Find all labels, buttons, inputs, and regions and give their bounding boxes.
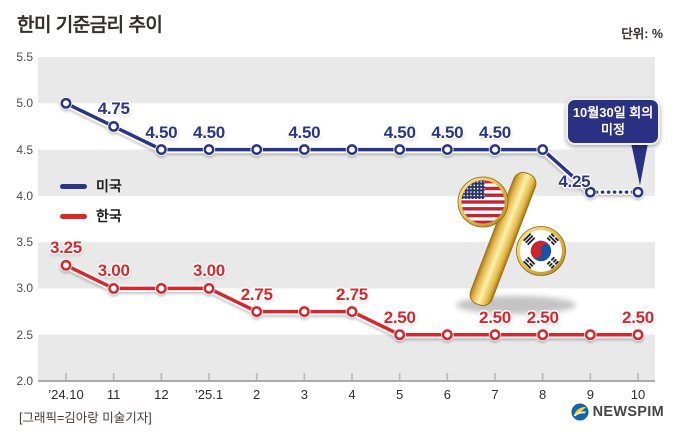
data-point bbox=[441, 329, 453, 341]
unit-label: 단위: % bbox=[621, 27, 663, 41]
trigrams bbox=[523, 233, 559, 269]
us-flag-icon bbox=[457, 176, 509, 228]
x-axis-tick bbox=[446, 373, 449, 380]
data-point bbox=[632, 186, 644, 198]
data-point bbox=[203, 282, 215, 294]
data-point bbox=[251, 144, 263, 156]
data-point bbox=[394, 329, 406, 341]
x-axis-tick bbox=[255, 373, 258, 380]
grid-band bbox=[38, 57, 655, 104]
x-axis-tick bbox=[160, 373, 163, 380]
us-series bbox=[59, 97, 645, 199]
x-axis-tick bbox=[494, 373, 496, 380]
data-point bbox=[60, 97, 72, 109]
data-point bbox=[632, 329, 644, 341]
data-point bbox=[346, 306, 358, 318]
grid-band bbox=[38, 334, 655, 381]
credit-text: [그래픽=김아랑 미술기자] bbox=[19, 411, 152, 425]
legend-label-korea: 한국 bbox=[96, 208, 122, 224]
korea-series bbox=[59, 259, 645, 341]
data-point bbox=[346, 144, 358, 156]
data-point bbox=[155, 282, 167, 294]
us-line-swatch bbox=[60, 183, 87, 189]
x-axis-tick bbox=[398, 373, 401, 380]
korea-line-swatch bbox=[60, 213, 87, 219]
callout-line1: 10월30일 회의 bbox=[572, 105, 654, 120]
x-axis-tick bbox=[351, 373, 353, 380]
x-axis-tick bbox=[541, 373, 544, 380]
data-point bbox=[537, 329, 549, 341]
data-point bbox=[60, 259, 72, 271]
x-axis-tick bbox=[208, 373, 210, 380]
data-point bbox=[489, 329, 501, 341]
x-axis-tick bbox=[589, 373, 592, 380]
data-point bbox=[489, 144, 501, 156]
x-axis-line bbox=[38, 380, 655, 382]
data-point bbox=[203, 144, 215, 156]
data-point bbox=[441, 144, 453, 156]
legend: 미국 한국 bbox=[60, 176, 122, 226]
legend-item-korea: 한국 bbox=[60, 206, 122, 226]
data-point bbox=[108, 120, 120, 132]
data-point bbox=[251, 306, 263, 318]
legend-item-us: 미국 bbox=[60, 176, 122, 196]
data-point bbox=[298, 306, 310, 318]
data-point bbox=[584, 329, 596, 341]
percent-slash-icon bbox=[469, 171, 537, 307]
x-axis-tick bbox=[65, 373, 67, 380]
data-point bbox=[394, 144, 406, 156]
data-point bbox=[584, 186, 596, 198]
korea-flag-icon bbox=[516, 226, 566, 276]
trend-line bbox=[64, 101, 593, 194]
x-axis-tick bbox=[637, 373, 639, 380]
taegeuk-symbol bbox=[530, 240, 552, 262]
newspim-logo-text: NEWSPIM bbox=[592, 404, 664, 420]
data-point bbox=[155, 144, 167, 156]
data-point bbox=[108, 282, 120, 294]
callout-line2: 미정 bbox=[601, 121, 625, 137]
x-axis-tick bbox=[303, 373, 306, 380]
newspim-logo: NEWSPIM bbox=[571, 403, 664, 421]
legend-label-us: 미국 bbox=[96, 178, 122, 194]
newspim-logo-icon bbox=[571, 403, 589, 421]
x-axis-tick bbox=[112, 373, 115, 380]
callout-bubble: 10월30일 회의 미정 bbox=[566, 98, 660, 145]
data-point bbox=[298, 144, 310, 156]
page-title: 한미 기준금리 추이 bbox=[17, 15, 163, 36]
data-point bbox=[537, 144, 549, 156]
